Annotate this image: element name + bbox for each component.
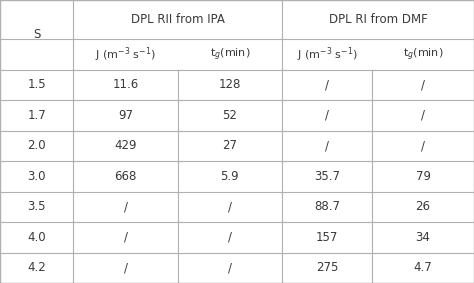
Text: 27: 27 <box>222 139 237 152</box>
Text: S: S <box>33 28 40 41</box>
Text: 275: 275 <box>316 261 338 274</box>
Text: 429: 429 <box>114 139 137 152</box>
Text: t$_g$(min): t$_g$(min) <box>210 46 250 63</box>
Text: 4.7: 4.7 <box>414 261 432 274</box>
Text: 88.7: 88.7 <box>314 200 340 213</box>
Text: 3.0: 3.0 <box>27 170 46 183</box>
Text: /: / <box>325 139 329 152</box>
Text: /: / <box>421 109 425 122</box>
Text: J (m$^{-3}$ s$^{-1}$): J (m$^{-3}$ s$^{-1}$) <box>297 45 357 64</box>
Text: /: / <box>228 261 232 274</box>
Text: /: / <box>124 231 128 244</box>
Text: 128: 128 <box>219 78 241 91</box>
Text: 79: 79 <box>416 170 430 183</box>
Text: /: / <box>421 78 425 91</box>
Text: /: / <box>228 200 232 213</box>
Text: /: / <box>325 109 329 122</box>
Text: /: / <box>124 200 128 213</box>
Text: /: / <box>228 231 232 244</box>
Text: 35.7: 35.7 <box>314 170 340 183</box>
Text: 97: 97 <box>118 109 133 122</box>
Text: 1.5: 1.5 <box>27 78 46 91</box>
Text: DPL RII from IPA: DPL RII from IPA <box>131 13 225 26</box>
Text: 4.0: 4.0 <box>27 231 46 244</box>
Text: 26: 26 <box>416 200 430 213</box>
Text: /: / <box>421 139 425 152</box>
Text: t$_g$(min): t$_g$(min) <box>403 46 443 63</box>
Text: 3.5: 3.5 <box>27 200 46 213</box>
Text: /: / <box>124 261 128 274</box>
Text: 5.9: 5.9 <box>220 170 239 183</box>
Text: /: / <box>325 78 329 91</box>
Text: 52: 52 <box>222 109 237 122</box>
Text: 157: 157 <box>316 231 338 244</box>
Text: 668: 668 <box>114 170 137 183</box>
Text: 11.6: 11.6 <box>112 78 139 91</box>
Text: 4.2: 4.2 <box>27 261 46 274</box>
Text: J (m$^{-3}$ s$^{-1}$): J (m$^{-3}$ s$^{-1}$) <box>95 45 156 64</box>
Text: 34: 34 <box>416 231 430 244</box>
Text: 1.7: 1.7 <box>27 109 46 122</box>
Text: DPL RI from DMF: DPL RI from DMF <box>328 13 428 26</box>
Text: 2.0: 2.0 <box>27 139 46 152</box>
